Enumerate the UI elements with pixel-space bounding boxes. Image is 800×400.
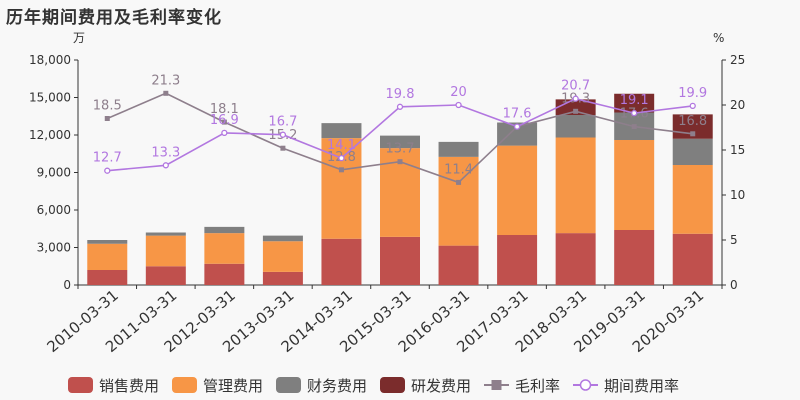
legend-marker — [491, 380, 502, 390]
right-tick-label: 25 — [730, 53, 745, 67]
left-tick-label: 12,000 — [29, 128, 71, 142]
left-tick-label: 6,000 — [37, 203, 71, 217]
line-point — [689, 102, 696, 110]
left-tick-label: 15,000 — [29, 91, 71, 105]
legend-label: 期间费用率 — [604, 377, 679, 395]
bar-segment — [438, 141, 479, 157]
legend-label: 财务费用 — [307, 377, 367, 395]
line-point — [162, 162, 169, 169]
left-tick-label: 9,000 — [37, 166, 71, 180]
right-tick-label: 10 — [730, 188, 745, 202]
left-axis-unit: 万 — [73, 31, 85, 45]
line-point — [513, 123, 521, 130]
data-label: 19.9 — [678, 86, 707, 101]
legend-swatch — [380, 377, 405, 393]
data-label: 19.8 — [386, 87, 415, 102]
line-point — [455, 101, 462, 109]
line-point — [338, 167, 344, 173]
bar-segment — [497, 235, 538, 285]
bar-segment — [321, 238, 362, 285]
right-tick-label: 0 — [730, 278, 738, 292]
bar-segment — [204, 233, 245, 264]
bar-segment — [497, 122, 538, 146]
bar-segment — [380, 135, 420, 149]
line-point — [163, 90, 169, 96]
chart-title: 历年期间费用及毛利率变化 — [6, 8, 222, 28]
line-point — [573, 108, 579, 114]
data-label: 16.8 — [678, 114, 707, 129]
bar-segment — [438, 156, 479, 246]
line-point — [456, 179, 462, 185]
bar-segment — [145, 232, 186, 236]
line-point — [631, 124, 637, 130]
bar-segment — [614, 230, 655, 285]
bar-segment — [204, 226, 245, 234]
line-point — [397, 159, 403, 165]
legend-swatch — [276, 377, 301, 393]
data-label: 18.1 — [210, 102, 239, 117]
bar-segment — [87, 270, 128, 285]
data-label: 14.1 — [327, 138, 356, 153]
line-point — [690, 131, 696, 137]
right-tick-label: 15 — [730, 143, 745, 157]
line-point — [221, 119, 227, 125]
data-label: 13.3 — [151, 145, 180, 160]
right-tick-label: 5 — [730, 233, 738, 247]
data-label: 21.3 — [151, 73, 180, 88]
bar-segment — [145, 266, 186, 285]
line-point — [338, 154, 345, 162]
bar-segment — [438, 245, 479, 285]
bar-segment — [614, 140, 655, 230]
bar-segment — [555, 233, 596, 285]
bar-segment — [262, 271, 303, 285]
line-point — [104, 116, 110, 121]
bar-segment — [672, 138, 713, 165]
left-tick-label: 18,000 — [29, 53, 71, 67]
line-point — [279, 131, 287, 138]
bar-segment — [497, 145, 538, 235]
bar-segment — [555, 115, 596, 138]
line-point — [572, 95, 579, 102]
legend-swatch — [68, 377, 93, 393]
data-label: 12.7 — [93, 151, 122, 166]
bar-segment — [672, 165, 713, 234]
data-label: 20 — [450, 85, 467, 100]
bar-segment — [321, 138, 362, 239]
right-tick-label: 20 — [730, 98, 745, 112]
legend-label: 管理费用 — [203, 377, 263, 395]
bar-segment — [672, 233, 713, 285]
bar-segment — [262, 235, 303, 242]
data-label: 19.1 — [620, 93, 649, 108]
line-point — [280, 145, 286, 151]
left-tick-label: 0 — [63, 278, 71, 292]
left-tick-label: 3,000 — [37, 241, 71, 255]
data-label: 16.7 — [268, 115, 297, 130]
bar-segment — [262, 241, 303, 272]
line-point — [396, 103, 404, 110]
data-label: 16.9 — [210, 113, 239, 128]
legend-marker — [579, 379, 592, 391]
line-point — [221, 129, 228, 137]
legend-label: 毛利率 — [515, 377, 560, 395]
bar-segment — [555, 137, 596, 234]
line-point — [104, 167, 111, 174]
line-point — [631, 109, 638, 117]
data-label: 13.7 — [386, 142, 415, 157]
legend-swatch — [172, 377, 197, 393]
data-label: 20.7 — [561, 79, 590, 94]
data-label: 18.5 — [93, 99, 122, 114]
bar-segment — [87, 240, 128, 244]
bar-segment — [380, 236, 420, 285]
right-axis-unit: % — [713, 31, 724, 45]
bar-segment — [145, 235, 186, 267]
bar-segment — [321, 123, 362, 139]
legend-label: 研发费用 — [411, 377, 471, 395]
bar-segment — [87, 243, 128, 270]
data-label: 11.4 — [444, 162, 473, 177]
bar-segment — [204, 263, 245, 285]
data-label: 17.6 — [503, 107, 532, 122]
bar-segment — [614, 93, 655, 113]
legend-label: 销售费用 — [99, 377, 159, 395]
